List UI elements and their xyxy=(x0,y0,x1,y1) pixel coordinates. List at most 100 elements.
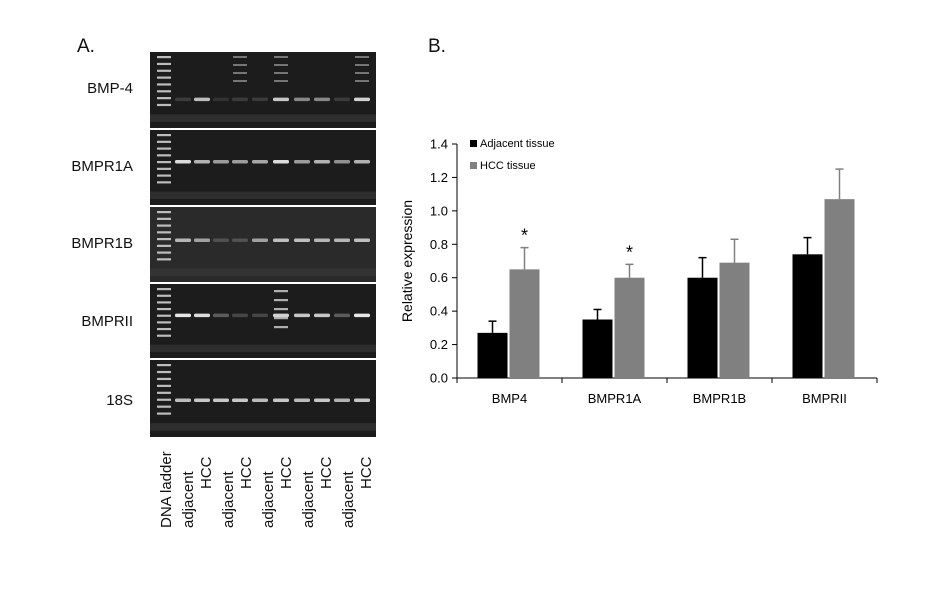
gel-band xyxy=(175,398,191,402)
gel-band xyxy=(194,313,210,318)
y-tick-label: 1.2 xyxy=(430,170,448,185)
gel-band xyxy=(274,317,288,320)
gel-band xyxy=(354,238,370,242)
ladder-band xyxy=(157,334,171,337)
gel-band xyxy=(355,56,369,58)
ladder-band xyxy=(157,181,171,184)
gel-band xyxy=(314,398,330,402)
ladder-band xyxy=(157,321,171,324)
gel-band xyxy=(194,238,210,242)
gel-band xyxy=(273,313,289,318)
ladder-band xyxy=(157,251,171,254)
gel-band xyxy=(194,398,210,402)
ladder-band xyxy=(157,384,171,387)
gel-bands xyxy=(150,52,376,437)
panel-label-b: B. xyxy=(428,36,446,57)
gel-band xyxy=(274,80,288,82)
gel-band xyxy=(213,238,229,242)
gel-band xyxy=(274,72,288,74)
gel-band xyxy=(273,97,289,102)
ladder-band xyxy=(157,307,171,311)
ladder-band xyxy=(157,62,171,66)
bar-bmpr1b-hcc xyxy=(719,262,750,378)
gel-band xyxy=(194,160,210,164)
legend-swatch xyxy=(470,140,477,147)
gel-band xyxy=(232,313,248,318)
gel-band xyxy=(334,238,350,242)
bar-bmp4-hcc xyxy=(509,269,540,378)
y-tick-label: 1.4 xyxy=(430,137,448,152)
gel-band xyxy=(294,238,310,242)
gel-haze xyxy=(150,114,376,122)
bar-bmpr1b-adjacent xyxy=(687,277,718,378)
gel-haze xyxy=(150,268,376,276)
gel-band xyxy=(194,97,210,102)
ladder-band xyxy=(157,294,171,297)
ladder-band xyxy=(157,412,171,415)
gel-band xyxy=(175,313,191,318)
ladder-band xyxy=(157,327,171,331)
bar-bmpr1a-adjacent xyxy=(582,319,613,378)
gel-band xyxy=(273,160,289,164)
gel-band xyxy=(294,313,310,318)
ladder-band xyxy=(157,377,171,381)
ladder-band xyxy=(157,217,171,220)
gel-band xyxy=(294,398,310,402)
gel-band xyxy=(213,398,229,402)
gel-band xyxy=(175,97,191,102)
ladder-band xyxy=(157,301,171,304)
ladder-band xyxy=(157,364,171,367)
bar-bmp4-adjacent xyxy=(477,332,508,378)
gel-band xyxy=(175,160,191,164)
gel-band xyxy=(294,160,310,164)
ladder-band xyxy=(157,90,171,93)
gel-band xyxy=(334,97,350,102)
ladder-band xyxy=(157,97,171,100)
gel-band xyxy=(334,160,350,164)
gel-band xyxy=(273,398,289,402)
ladder-band xyxy=(157,140,171,143)
gel-band xyxy=(274,56,288,58)
ladder-band xyxy=(157,134,171,137)
ladder-band xyxy=(157,147,171,150)
gel-haze xyxy=(150,423,376,431)
bar-bmprii-adjacent xyxy=(792,254,823,378)
gel-band xyxy=(233,56,247,58)
gel-band xyxy=(355,80,369,82)
gel-band xyxy=(314,313,330,318)
ladder-band xyxy=(157,314,171,317)
y-tick-label: 0.8 xyxy=(430,237,448,252)
ladder-band xyxy=(157,231,171,234)
panel-label-a: A. xyxy=(77,36,95,57)
gel-band xyxy=(252,313,268,318)
ladder-band xyxy=(157,244,171,247)
legend-swatch xyxy=(470,162,477,169)
gel-band xyxy=(274,308,288,311)
legend-entry: HCC tissue xyxy=(480,160,536,172)
gel-band xyxy=(252,160,268,164)
gel-band xyxy=(252,398,268,402)
gel-band xyxy=(233,72,247,74)
gel-band xyxy=(314,160,330,164)
ladder-band xyxy=(157,76,171,79)
gel-band xyxy=(354,313,370,318)
gene-label-bmp4: BMP-4 xyxy=(87,80,133,97)
gel-band xyxy=(274,290,288,293)
gel-band xyxy=(354,160,370,164)
gel-band xyxy=(354,398,370,402)
gel-band xyxy=(294,97,310,102)
gene-label-bmprii: BMPRII xyxy=(81,313,133,330)
y-tick-label: 0.2 xyxy=(430,337,448,352)
gel-band xyxy=(274,299,288,302)
ladder-band xyxy=(157,398,171,401)
gel-band xyxy=(314,238,330,242)
gel-band xyxy=(232,238,248,242)
gel-band xyxy=(213,97,229,102)
ladder-band xyxy=(157,211,171,214)
y-tick-label: 0.6 xyxy=(430,270,448,285)
ladder-band xyxy=(157,391,171,394)
ladder-band xyxy=(157,161,171,164)
x-tick-label: BMP4 xyxy=(492,391,527,406)
ladder-band xyxy=(157,174,171,177)
y-tick-label: 0.0 xyxy=(430,371,448,386)
